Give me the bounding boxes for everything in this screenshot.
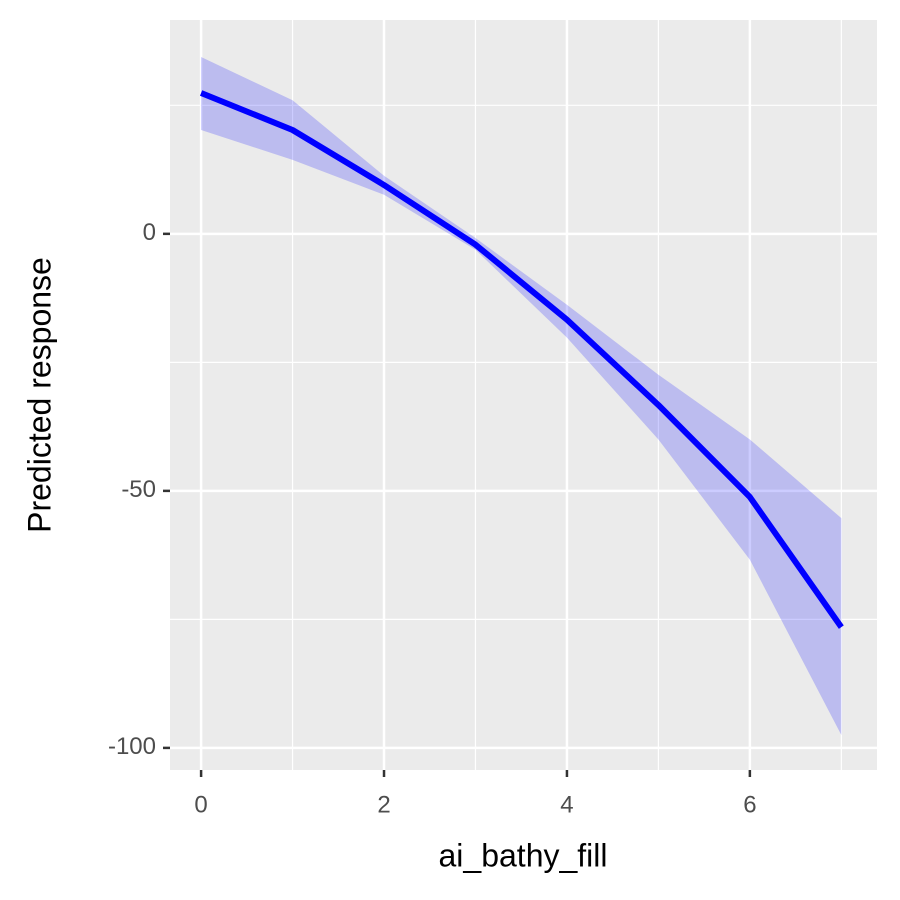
panel [170,20,877,770]
y-tick-label: 0 [143,219,156,246]
x-tick-label: 6 [743,791,756,818]
y-axis-title: Predicted response [21,257,57,533]
x-tick-label: 4 [560,791,573,818]
x-tick-label: 0 [194,791,207,818]
y-tick-label: -50 [121,476,156,503]
confidence-band [201,57,842,736]
y-tick-label: -100 [108,733,156,760]
x-axis-title: ai_bathy_fill [439,837,608,873]
line [199,90,844,629]
x-tick-label: 2 [377,791,390,818]
